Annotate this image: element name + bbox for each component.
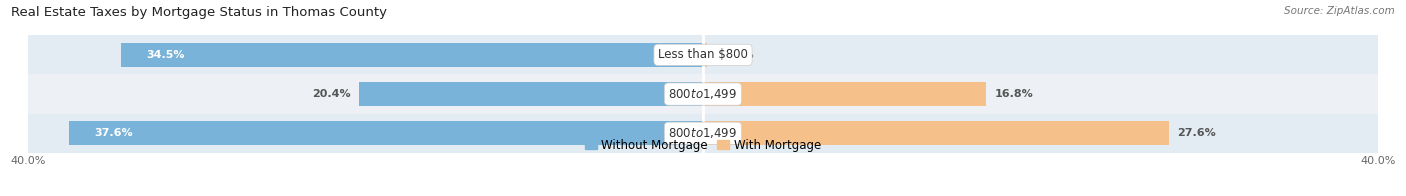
Text: Source: ZipAtlas.com: Source: ZipAtlas.com [1284,6,1395,16]
Text: Real Estate Taxes by Mortgage Status in Thomas County: Real Estate Taxes by Mortgage Status in … [11,6,387,19]
Text: 37.6%: 37.6% [94,128,132,138]
Bar [28,114,1378,153]
Bar [121,43,703,67]
Legend: Without Mortgage, With Mortgage: Without Mortgage, With Mortgage [581,134,825,156]
Bar [703,121,1168,145]
Bar [28,74,1378,114]
Bar [703,82,987,106]
Text: 27.6%: 27.6% [1177,128,1216,138]
Text: Less than $800: Less than $800 [658,48,748,61]
Text: $800 to $1,499: $800 to $1,499 [668,126,738,140]
Bar [703,43,707,67]
Bar [359,82,703,106]
Bar [28,35,1378,74]
Text: 20.4%: 20.4% [312,89,350,99]
Text: 34.5%: 34.5% [146,50,184,60]
Text: $800 to $1,499: $800 to $1,499 [668,87,738,101]
Text: 16.8%: 16.8% [995,89,1033,99]
Bar [69,121,703,145]
Text: 0.26%: 0.26% [716,50,755,60]
